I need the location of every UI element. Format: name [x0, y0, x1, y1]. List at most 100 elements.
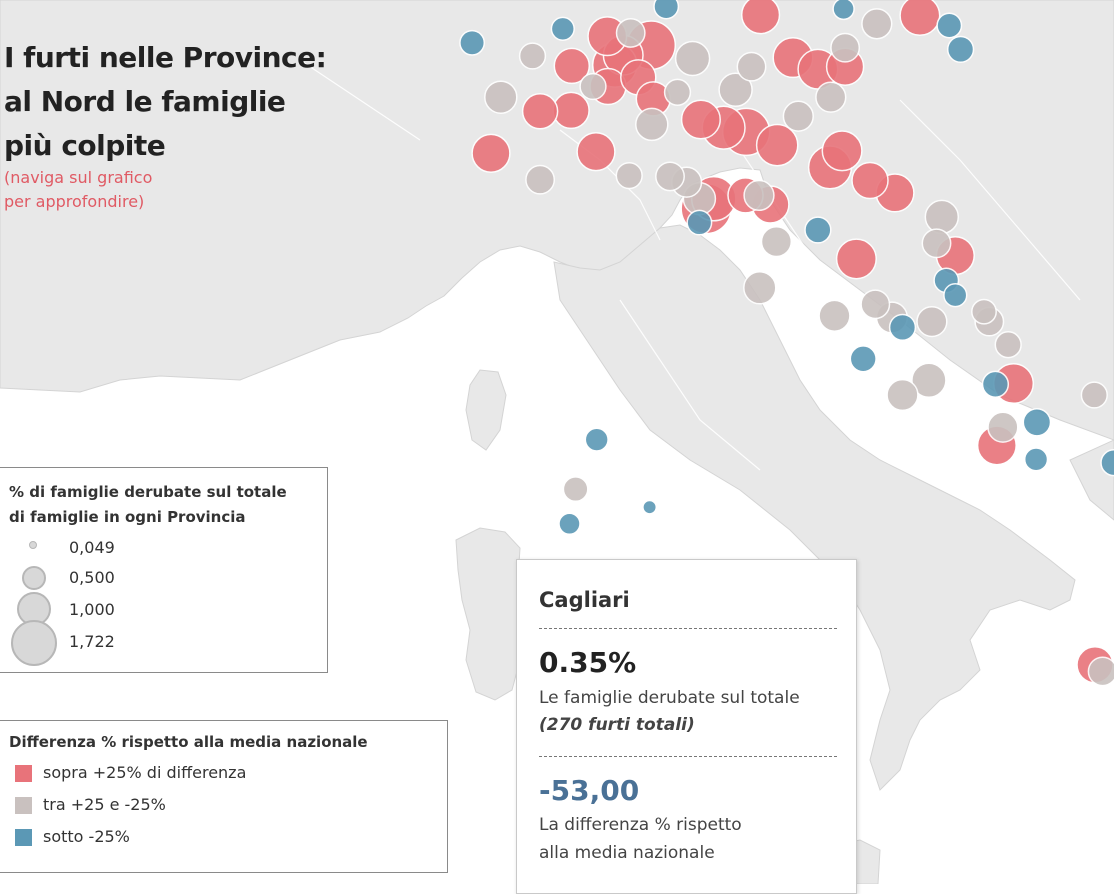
province-marker-between[interactable]	[743, 271, 777, 305]
province-marker-below[interactable]	[584, 427, 609, 452]
province-marker-between[interactable]	[994, 331, 1022, 359]
province-marker-below[interactable]	[849, 345, 877, 373]
color-legend-title: Differenza % rispetto alla media naziona…	[9, 733, 368, 751]
province-marker-between[interactable]	[615, 161, 643, 190]
tooltip-difference-label-1: La differenza % rispetto	[539, 815, 742, 835]
province-marker-above[interactable]	[755, 123, 799, 167]
size-swatch-icon	[11, 620, 57, 666]
tooltip-divider	[539, 756, 837, 757]
size-legend-label: 0,049	[69, 538, 115, 557]
border-line	[299, 59, 421, 141]
province-marker-between[interactable]	[830, 32, 861, 63]
color-swatch-icon	[15, 797, 32, 814]
province-marker-below[interactable]	[888, 313, 917, 342]
border-line	[619, 299, 761, 471]
province-marker-below[interactable]	[832, 0, 855, 21]
province-marker-below[interactable]	[459, 29, 486, 56]
tooltip-percentage: 0.35%	[539, 646, 637, 679]
color-legend-label: tra +25 e -25%	[43, 795, 166, 814]
province-marker-below[interactable]	[946, 35, 975, 64]
province-marker-between[interactable]	[924, 199, 960, 235]
province-marker-below[interactable]	[642, 499, 658, 515]
province-marker-between[interactable]	[674, 40, 711, 77]
province-marker-above[interactable]	[576, 132, 616, 172]
province-marker-below[interactable]	[686, 209, 713, 236]
province-marker-above[interactable]	[851, 161, 889, 200]
province-marker-below[interactable]	[550, 16, 575, 41]
province-marker-below[interactable]	[653, 0, 680, 20]
province-marker-above[interactable]	[821, 130, 863, 172]
province-marker-below[interactable]	[981, 370, 1010, 398]
province-marker-between[interactable]	[815, 81, 847, 113]
color-legend-label: sopra +25% di differenza	[43, 763, 247, 782]
province-marker-above[interactable]	[740, 0, 781, 35]
province-marker-between[interactable]	[743, 179, 775, 212]
subtitle: (naviga sul grafico per approfondire)	[4, 166, 152, 214]
color-legend-label: sotto -25%	[43, 827, 130, 846]
province-marker-between[interactable]	[860, 289, 891, 320]
size-legend-item: 0,049	[0, 534, 199, 564]
province-marker-between[interactable]	[782, 100, 814, 132]
subtitle-line-2: per approfondire)	[4, 192, 145, 211]
province-marker-between[interactable]	[760, 225, 793, 258]
tooltip-difference: -53,00	[539, 774, 640, 807]
province-marker-below[interactable]	[1022, 407, 1052, 437]
title-line-1: I furti nelle Province:	[4, 41, 327, 74]
tooltip-percentage-label: Le famiglie derubate sul totale	[539, 688, 800, 708]
size-legend-title-line-2: di famiglie in ogni Provincia	[9, 508, 246, 526]
color-swatch-icon	[15, 829, 32, 846]
title-line-2: al Nord le famiglie	[4, 85, 286, 118]
province-marker-above[interactable]	[553, 47, 591, 85]
province-marker-between[interactable]	[518, 42, 547, 70]
page-title: I furti nelle Province: al Nord le famig…	[4, 36, 327, 168]
size-legend-label: 1,000	[69, 600, 115, 619]
province-marker-above[interactable]	[552, 91, 590, 130]
title-line-3: più colpite	[4, 129, 166, 162]
province-marker-between[interactable]	[484, 80, 518, 114]
size-swatch-icon	[22, 566, 46, 590]
province-marker-below[interactable]	[804, 216, 832, 244]
province-marker-above[interactable]	[471, 133, 511, 173]
province-marker-between[interactable]	[615, 17, 646, 48]
province-marker-between[interactable]	[736, 51, 767, 82]
color-legend: Differenza % rispetto alla media naziona…	[0, 720, 448, 873]
province-marker-between[interactable]	[579, 72, 607, 101]
tooltip-difference-label-2: alla media nazionale	[539, 843, 715, 863]
province-marker-between[interactable]	[921, 228, 952, 259]
province-marker-between[interactable]	[818, 299, 851, 332]
province-markers	[459, 0, 1114, 687]
province-marker-between[interactable]	[971, 298, 997, 325]
province-marker-between[interactable]	[1087, 656, 1114, 687]
province-marker-above[interactable]	[680, 99, 721, 140]
land-corsica	[465, 369, 507, 451]
province-marker-between[interactable]	[911, 362, 947, 398]
province-marker-between[interactable]	[987, 411, 1019, 443]
province-marker-between[interactable]	[718, 72, 753, 108]
province-marker-above[interactable]	[899, 0, 941, 37]
size-legend-item: 1,722	[0, 620, 199, 666]
subtitle-line-1: (naviga sul grafico	[4, 168, 153, 187]
province-marker-below[interactable]	[936, 12, 963, 39]
province-marker-above[interactable]	[835, 238, 877, 280]
province-marker-below[interactable]	[1023, 447, 1049, 472]
color-swatch-icon	[15, 765, 32, 782]
province-marker-between[interactable]	[655, 161, 685, 192]
province-marker-between[interactable]	[886, 378, 919, 412]
tooltip-province-name: Cagliari	[539, 588, 630, 612]
province-marker-between[interactable]	[861, 8, 893, 40]
province-marker-below[interactable]	[943, 283, 968, 308]
province-tooltip: Cagliari 0.35% Le famiglie derubate sul …	[516, 559, 857, 894]
province-marker-between[interactable]	[916, 305, 948, 338]
province-marker-between[interactable]	[562, 476, 589, 503]
province-marker-between[interactable]	[663, 78, 692, 106]
tooltip-thefts-total: (270 furti totali)	[539, 715, 695, 735]
land-sardinia	[455, 527, 523, 701]
province-marker-above[interactable]	[521, 93, 559, 130]
province-marker-below[interactable]	[558, 512, 581, 536]
land-italy-peninsula	[553, 224, 1076, 791]
size-legend: % di famiglie derubate sul totale di fam…	[0, 467, 328, 673]
province-marker-between[interactable]	[1080, 381, 1108, 409]
size-legend-item: 0,500	[0, 564, 199, 594]
province-marker-between[interactable]	[635, 107, 669, 142]
province-marker-between[interactable]	[525, 164, 556, 195]
